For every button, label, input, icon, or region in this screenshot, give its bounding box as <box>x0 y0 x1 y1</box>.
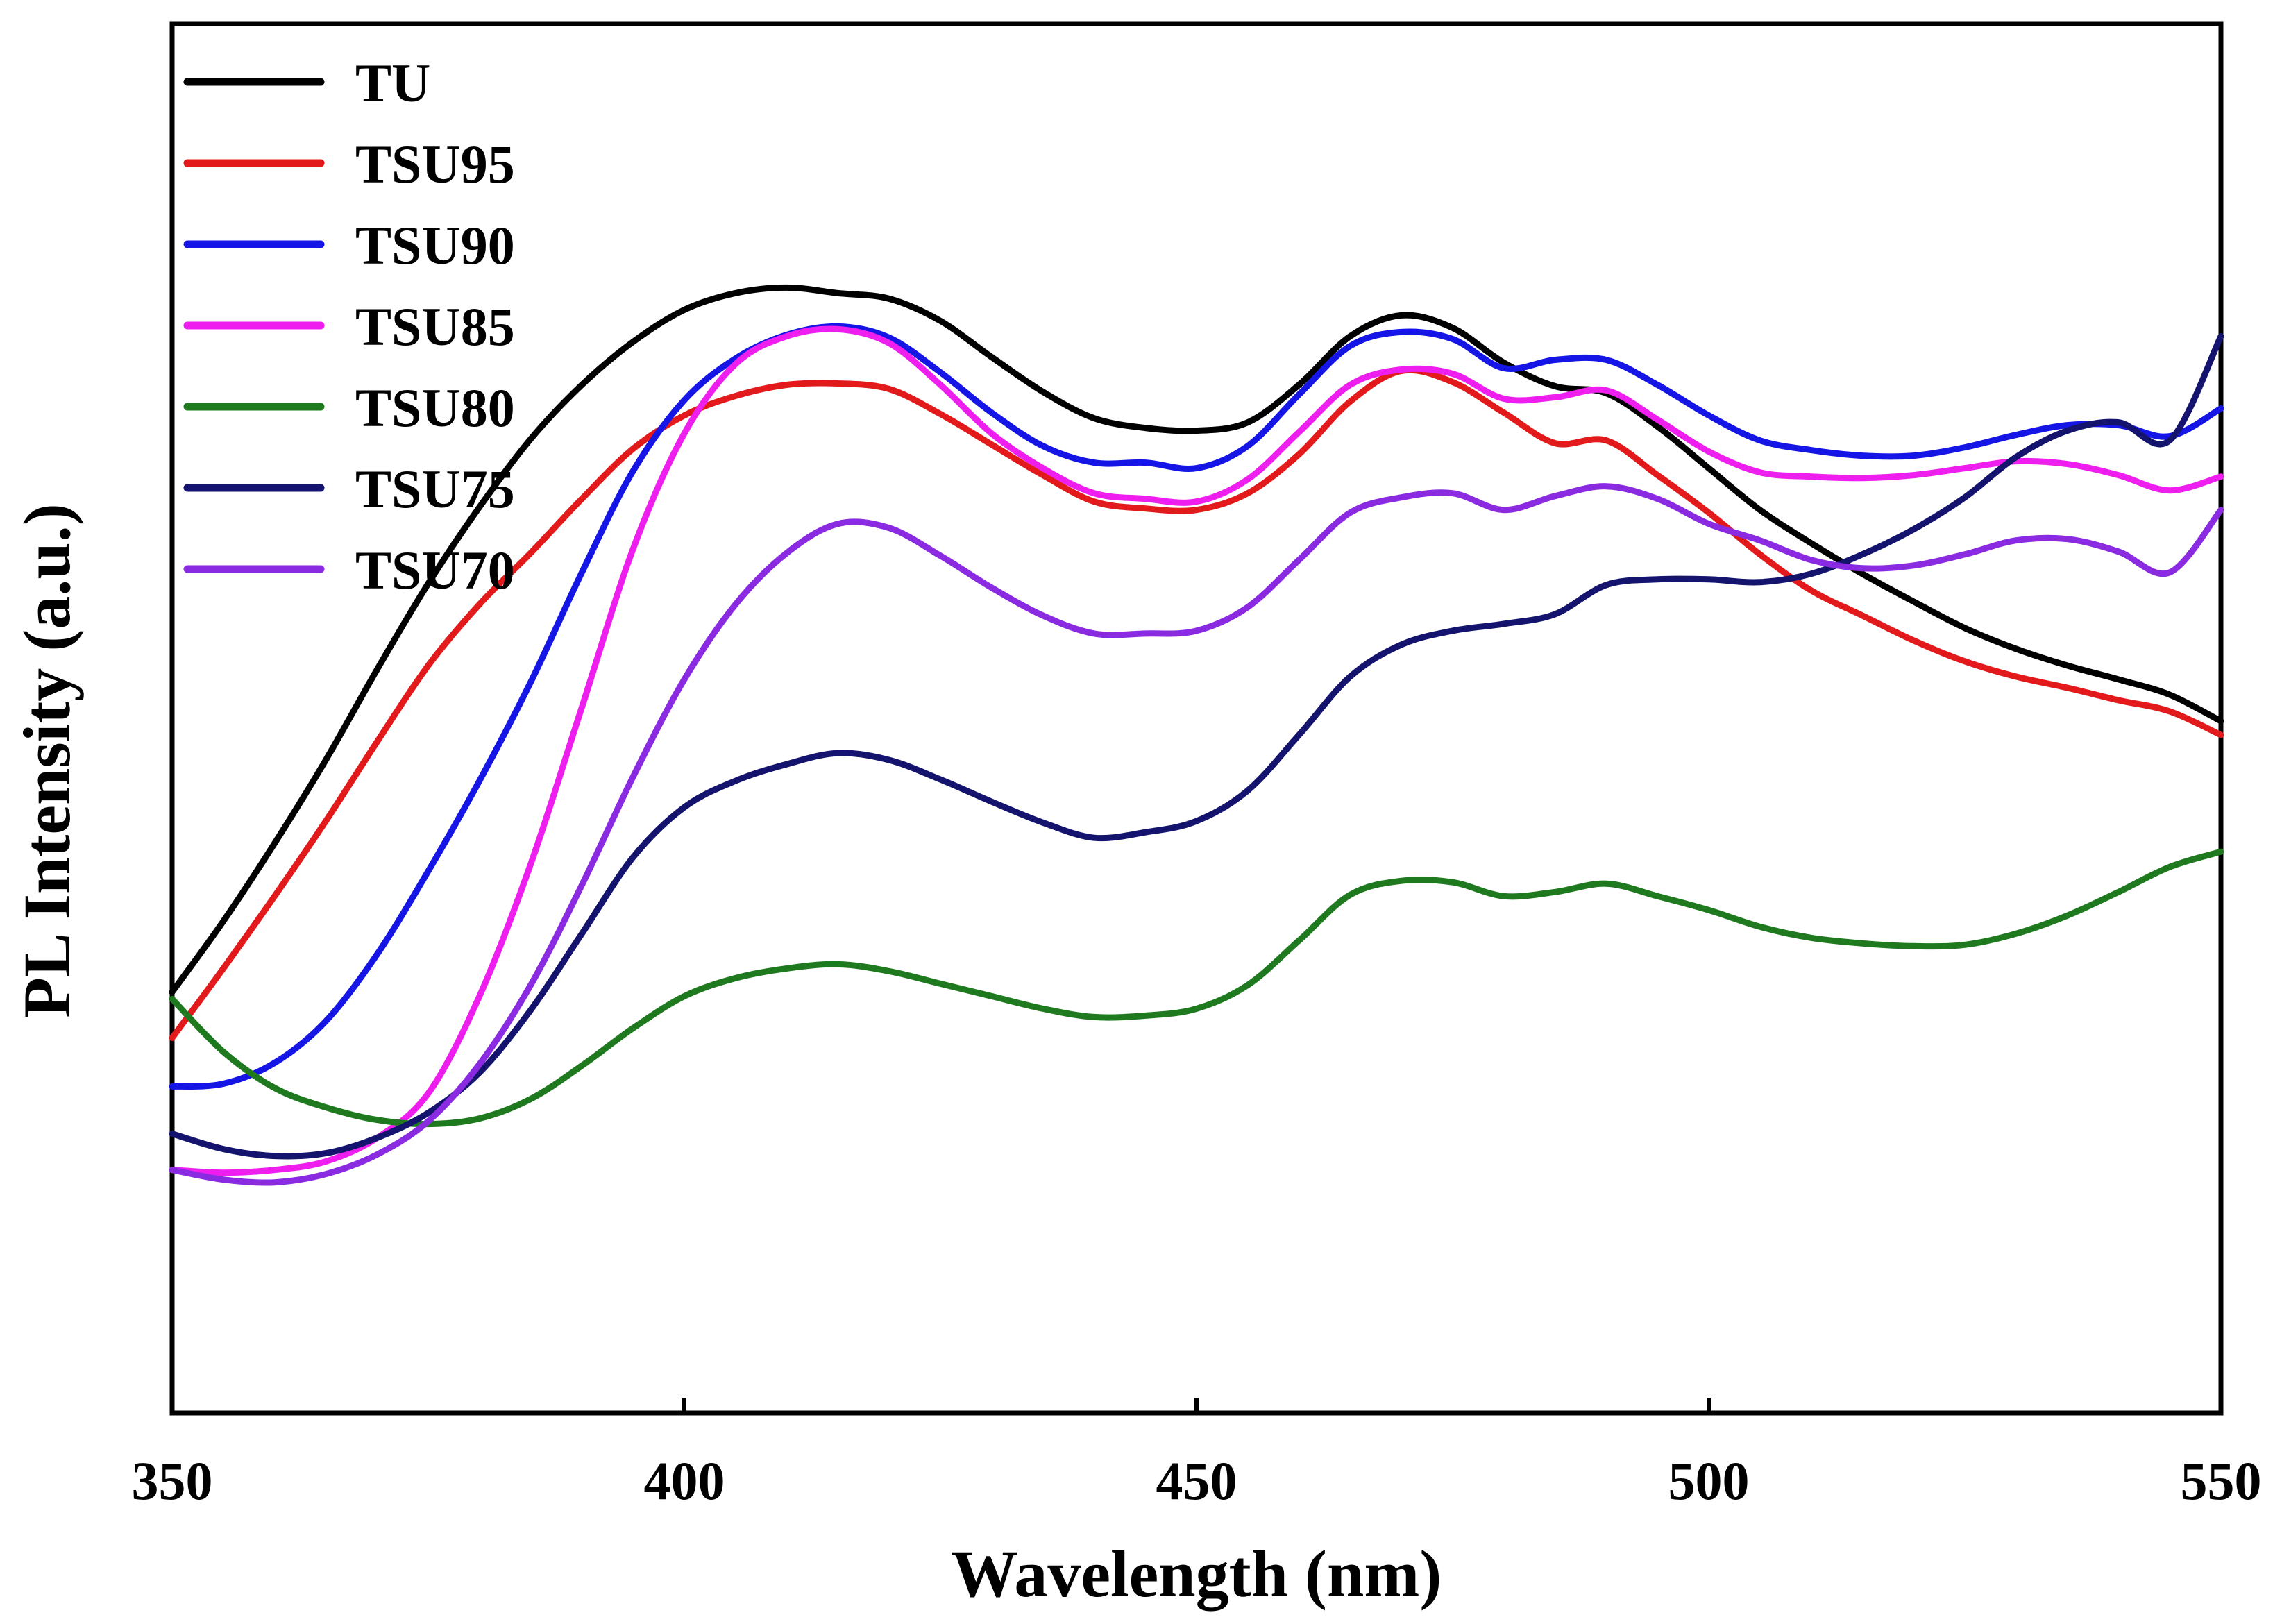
legend-label-tsu95: TSU95 <box>355 134 515 194</box>
x-tick-label: 550 <box>2181 1450 2262 1511</box>
y-axis-title: PL Intensity (a.u.) <box>10 503 84 1017</box>
x-tick-label: 500 <box>1668 1450 1750 1511</box>
series-line-tsu75 <box>169 333 2224 1160</box>
x-tick-label: 450 <box>1156 1450 1237 1511</box>
x-tick-label: 400 <box>644 1450 725 1511</box>
series-lines <box>169 284 2224 1186</box>
legend-label-tsu85: TSU85 <box>355 296 515 357</box>
series-line-tsu70 <box>169 483 2224 1186</box>
series-line-tsu80 <box>169 848 2224 1128</box>
x-axis-ticks: 350 400 450 500 550 <box>132 1398 2262 1511</box>
series-line-tsu85 <box>169 325 2224 1176</box>
series-line-tsu90 <box>169 323 2224 1090</box>
legend-label-tu: TU <box>355 53 430 113</box>
series-line-tsu95 <box>169 366 2224 1041</box>
x-tick-label: 350 <box>132 1450 213 1511</box>
legend-label-tsu75: TSU75 <box>355 459 515 519</box>
legend-label-tsu70: TSU70 <box>355 540 515 600</box>
series-line-tu <box>169 284 2224 995</box>
legend-label-tsu80: TSU80 <box>355 378 515 438</box>
legend: TU TSU95 TSU90 TSU85 TSU80 TSU75 TSU70 <box>183 53 515 600</box>
legend-label-tsu90: TSU90 <box>355 215 515 276</box>
x-axis-title: Wavelength (nm) <box>952 1537 1442 1611</box>
